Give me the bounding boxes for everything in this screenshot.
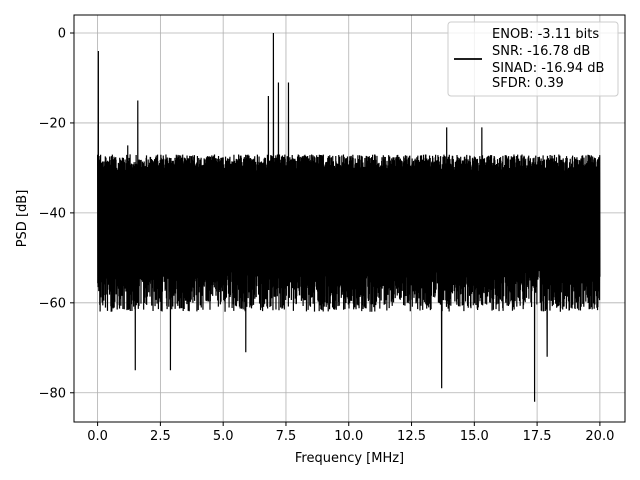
legend-entry-enob: ENOB: -3.11 bits <box>492 27 599 42</box>
y-tick-label: −60 <box>39 296 66 311</box>
x-axis-ticks: 0.0 2.5 5.0 7.5 10.0 12.5 15.0 17.5 20.0 <box>87 422 614 444</box>
y-axis-ticks: 0 −20 −40 −60 −80 <box>39 26 74 401</box>
legend-entry-sinad: SINAD: -16.94 dB <box>492 61 604 76</box>
x-tick-label: 10.0 <box>334 429 363 444</box>
psd-trace <box>97 32 601 402</box>
x-tick-label: 2.5 <box>150 429 171 444</box>
y-tick-label: −80 <box>39 386 66 401</box>
legend-box <box>447 21 619 97</box>
x-axis-label: Frequency [MHz] <box>295 451 404 466</box>
y-tick-label: −40 <box>39 206 66 221</box>
y-tick-label: −20 <box>39 116 66 131</box>
x-tick-label: 12.5 <box>397 429 426 444</box>
psd-series-line <box>97 32 601 402</box>
x-tick-label: 20.0 <box>585 429 614 444</box>
legend-entry-snr: SNR: -16.78 dB <box>492 44 590 59</box>
x-tick-label: 17.5 <box>523 429 552 444</box>
y-tick-label: 0 <box>58 26 66 41</box>
x-tick-label: 15.0 <box>460 429 489 444</box>
legend-entry-sfdr: SFDR: 0.39 <box>492 76 564 91</box>
legend: ENOB: -3.11 bits SNR: -16.78 dB SINAD: -… <box>447 21 619 97</box>
x-tick-label: 0.0 <box>87 429 108 444</box>
x-tick-label: 5.0 <box>213 429 234 444</box>
plot-frame <box>73 14 626 423</box>
y-axis-label: PSD [dB] <box>15 190 30 248</box>
x-tick-label: 7.5 <box>276 429 297 444</box>
